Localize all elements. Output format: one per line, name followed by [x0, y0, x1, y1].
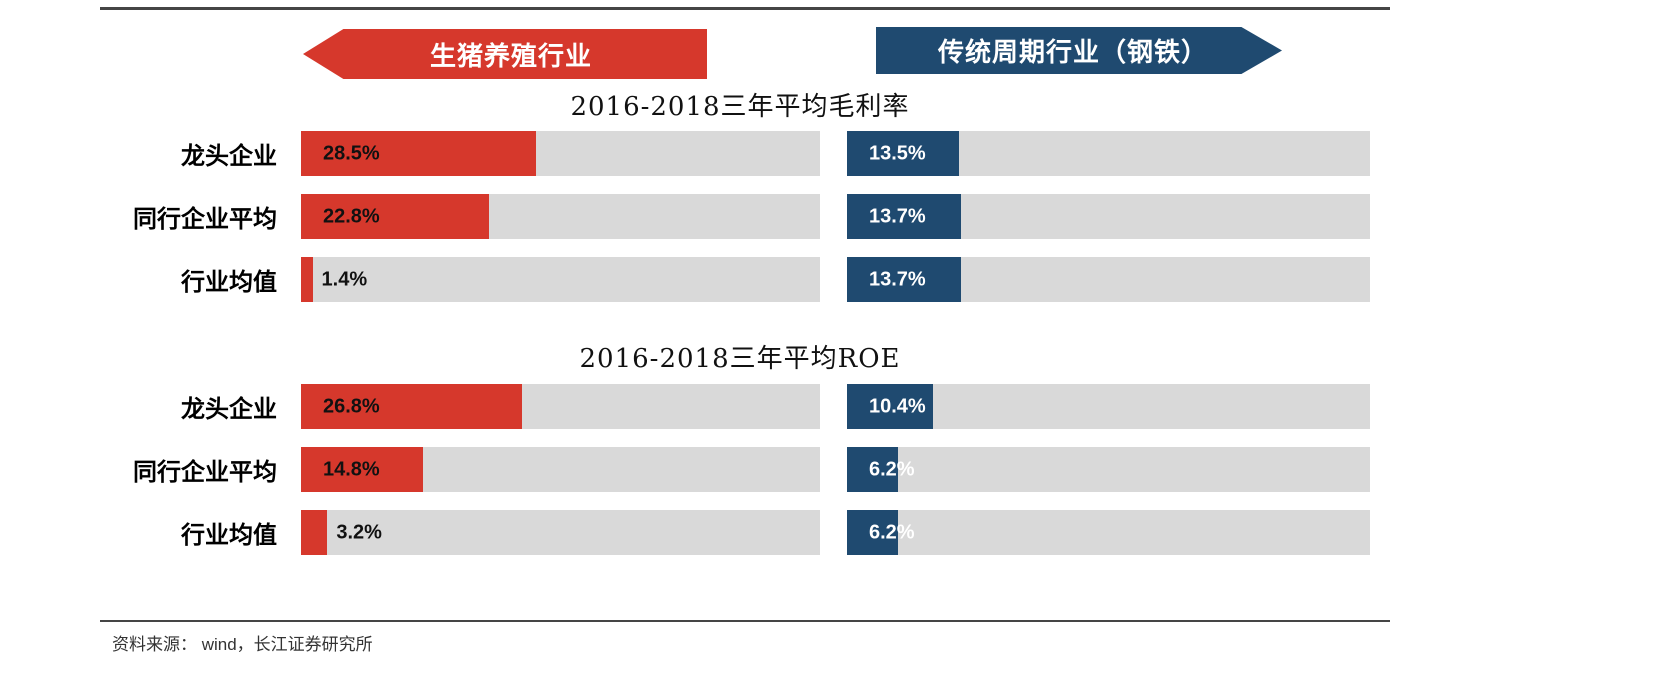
chart-row: 龙头企业 28.5% 13.5% — [110, 131, 1370, 176]
bar-track-left: 22.8% — [301, 194, 820, 239]
bar-fill-left — [301, 131, 536, 176]
chart-row: 行业均值 1.4% 13.7% — [110, 257, 1370, 302]
bottom-rule — [100, 620, 1390, 622]
bar-track-right: 6.2% — [847, 447, 1370, 492]
bar-fill-left — [301, 194, 489, 239]
legend-banner-steel-industry: 传统周期行业（钢铁） — [876, 27, 1282, 74]
bar-track-right: 10.4% — [847, 384, 1370, 429]
chart-rows-gross-margin: 龙头企业 28.5% 13.5% 同行企业平均 22.8% 13.7% 行业均值… — [110, 131, 1370, 320]
bar-fill-right — [847, 510, 899, 555]
bar-value-label-left: 14.8% — [323, 458, 380, 480]
bar-track-left: 14.8% — [301, 447, 820, 492]
category-label: 龙头企业 — [181, 396, 277, 423]
bar-track-right: 6.2% — [847, 510, 1370, 555]
bar-value-label-right: 13.7% — [869, 205, 926, 227]
bar-value-label-left: 26.8% — [323, 395, 380, 417]
bar-value-label-right: 13.5% — [869, 142, 926, 164]
bar-value-label-right: 10.4% — [869, 395, 926, 417]
bar-track-right: 13.7% — [847, 257, 1370, 302]
chart-title-gross-margin: 2016-2018三年平均毛利率 — [570, 92, 910, 122]
source-note: 资料来源： wind，长江证券研究所 — [112, 635, 373, 654]
category-label: 同行企业平均 — [133, 206, 277, 233]
chart-row: 同行企业平均 22.8% 13.7% — [110, 194, 1370, 239]
bar-value-label-left: 1.4% — [321, 268, 368, 290]
chart-row: 龙头企业 26.8% 10.4% — [110, 384, 1370, 429]
chart-rows-roe: 龙头企业 26.8% 10.4% 同行企业平均 14.8% 6.2% 行业均值 … — [110, 384, 1370, 573]
legend-banner-steel-label: 传统周期行业（钢铁） — [937, 37, 1208, 67]
bar-fill-right — [847, 447, 899, 492]
legend-banner-pig-label: 生猪养殖行业 — [429, 40, 592, 71]
category-label: 龙头企业 — [181, 143, 277, 170]
bar-track-left: 3.2% — [301, 510, 820, 555]
chart-title-roe: 2016-2018三年平均ROE — [579, 344, 901, 374]
bar-fill-left — [301, 384, 522, 429]
bar-value-label-left: 28.5% — [323, 142, 380, 164]
bar-fill-right — [847, 384, 934, 429]
bar-track-right: 13.7% — [847, 194, 1370, 239]
bar-fill-left — [301, 510, 328, 555]
bar-track-right: 13.5% — [847, 131, 1370, 176]
bar-track-left: 28.5% — [301, 131, 820, 176]
chart-row: 同行企业平均 14.8% 6.2% — [110, 447, 1370, 492]
bar-track-left: 26.8% — [301, 384, 820, 429]
category-label: 行业均值 — [181, 269, 277, 296]
category-label: 同行企业平均 — [133, 459, 277, 486]
bar-value-label-right: 6.2% — [869, 458, 915, 480]
bar-fill-right — [847, 194, 961, 239]
bar-fill-left — [301, 257, 313, 302]
bar-value-label-right: 6.2% — [869, 521, 915, 543]
category-label: 行业均值 — [181, 522, 277, 549]
bar-fill-right — [847, 257, 961, 302]
top-rule — [100, 7, 1390, 10]
bar-value-label-left: 3.2% — [336, 521, 382, 543]
bar-value-label-right: 13.7% — [869, 268, 926, 290]
bar-fill-left — [301, 447, 423, 492]
bar-value-label-left: 22.8% — [323, 205, 380, 227]
bar-fill-right — [847, 131, 960, 176]
legend-banner-pig-industry: 生猪养殖行业 — [303, 29, 707, 79]
bar-track-left: 1.4% — [301, 257, 820, 302]
chart-row: 行业均值 3.2% 6.2% — [110, 510, 1370, 555]
